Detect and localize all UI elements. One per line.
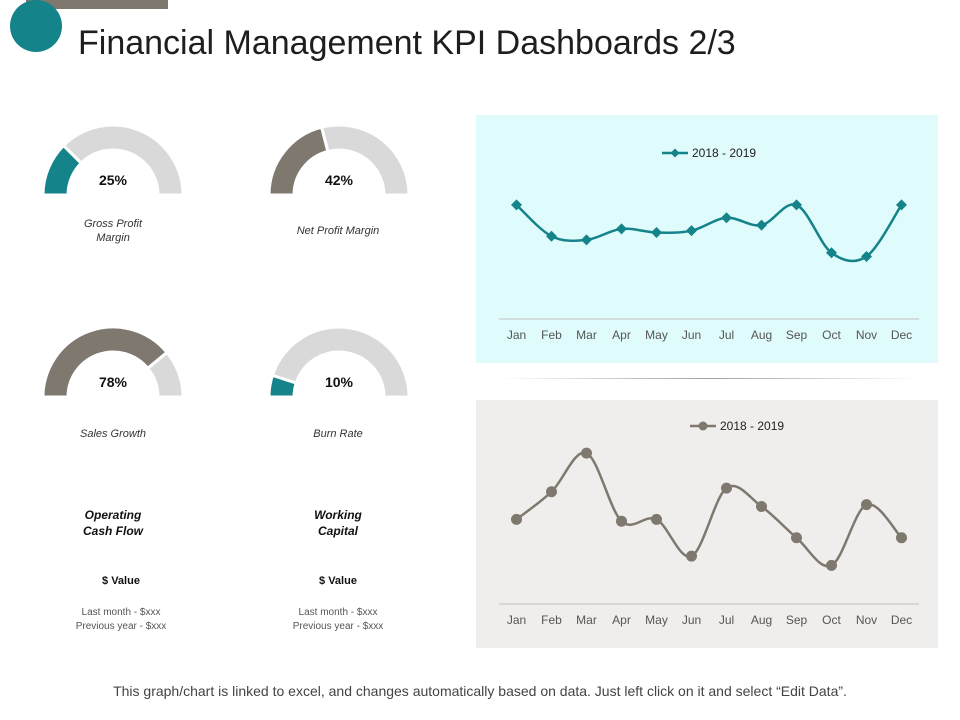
- legend-label: 2018 - 2019: [720, 419, 784, 433]
- x-tick-label-may: May: [645, 613, 668, 627]
- x-tick-label-may: May: [645, 328, 668, 342]
- kpi-value-working-capital: $ Value: [319, 575, 357, 587]
- kpi-title-working-capital: Working Capital: [314, 508, 362, 538]
- data-point-feb: [546, 230, 557, 242]
- page-title: Financial Management KPI Dashboards 2/3: [78, 24, 736, 62]
- line-chart-bottom[interactable]: Jan Feb Mar Apr May Jun Jul Aug Sep Oct Nov Dec 2018…: [476, 400, 938, 648]
- data-point-oct: [826, 559, 837, 571]
- gauge-value-gross-profit-margin: 25%: [99, 172, 128, 188]
- gauge-value-burn-rate: 10%: [325, 374, 354, 390]
- x-tick-label-jul: Jul: [719, 328, 734, 342]
- gauge-label-net-profit-margin: Net Profit Margin: [296, 225, 380, 237]
- data-point-aug: [756, 219, 767, 231]
- kpi-previous-year-working-capital: Previous year - $xxx: [292, 621, 384, 632]
- gauge-sales-growth[interactable]: 78%: [42, 322, 184, 402]
- x-tick-label-dec: Dec: [891, 613, 912, 627]
- chart-background: [476, 400, 938, 648]
- x-tick-label-nov: Nov: [856, 613, 877, 627]
- logo-circle: [10, 0, 62, 52]
- data-point-nov: [861, 499, 872, 511]
- gauge-label-burn-rate: Burn Rate: [313, 428, 363, 440]
- gauge-label-gross-profit-margin: Gross Profit Margin: [83, 218, 143, 244]
- data-point-nov: [861, 250, 872, 262]
- x-tick-label-jun: Jun: [682, 328, 701, 342]
- kpi-value-operating-cash-flow: $ Value: [102, 575, 140, 587]
- data-point-apr: [616, 223, 627, 235]
- data-point-oct: [826, 247, 837, 259]
- gauge-remainder-burn-rate: [270, 325, 410, 399]
- legend-marker: [670, 148, 680, 158]
- data-point-jun: [686, 550, 697, 562]
- x-tick-label-oct: Oct: [822, 328, 841, 342]
- x-tick-label-oct: Oct: [822, 613, 841, 627]
- data-point-dec: [896, 199, 907, 211]
- data-point-jan: [511, 513, 522, 525]
- divider: [500, 378, 920, 379]
- x-tick-label-jun: Jun: [682, 613, 701, 627]
- x-tick-label-apr: Apr: [612, 328, 631, 342]
- x-tick-label-feb: Feb: [541, 613, 562, 627]
- data-point-mar: [581, 447, 592, 459]
- data-point-apr: [616, 515, 627, 527]
- gauge-label-sales-growth: Sales Growth: [79, 428, 147, 440]
- x-tick-label-aug: Aug: [751, 613, 772, 627]
- x-tick-label-aug: Aug: [751, 328, 772, 342]
- x-tick-label-apr: Apr: [612, 613, 631, 627]
- data-point-may: [651, 227, 662, 239]
- data-point-mar: [581, 234, 592, 246]
- data-point-aug: [756, 500, 767, 512]
- gauge-fill-net-profit-margin: [268, 125, 330, 197]
- data-point-dec: [896, 532, 907, 544]
- data-point-jan: [511, 199, 522, 211]
- gauge-fill-sales-growth: [42, 325, 170, 399]
- x-tick-label-sep: Sep: [786, 613, 808, 627]
- data-point-jul: [721, 482, 732, 494]
- gauge-remainder-gross-profit-margin: [61, 123, 184, 197]
- x-tick-label-feb: Feb: [541, 328, 562, 342]
- gauge-gross-profit-margin[interactable]: 25%: [42, 120, 184, 200]
- legend-marker: [698, 421, 708, 431]
- footer-note: This graph/chart is linked to excel, and…: [113, 683, 847, 699]
- data-point-sep: [791, 532, 802, 544]
- gauge-net-profit-margin[interactable]: 42%: [268, 120, 410, 200]
- gauge-value-sales-growth: 78%: [99, 374, 128, 390]
- top-accent-bar: [26, 0, 168, 9]
- x-tick-label-nov: Nov: [856, 328, 877, 342]
- data-point-feb: [546, 486, 557, 498]
- x-tick-label-sep: Sep: [786, 328, 808, 342]
- gauge-burn-rate[interactable]: 10%: [268, 322, 410, 402]
- kpi-title-operating-cash-flow: Operating Cash Flow: [82, 508, 143, 538]
- gauge-fill-burn-rate: [268, 373, 299, 399]
- legend-label: 2018 - 2019: [692, 146, 756, 160]
- kpi-previous-year-operating-cash-flow: Previous year - $xxx: [75, 621, 167, 632]
- x-tick-label-jul: Jul: [719, 613, 734, 627]
- kpi-last-month-working-capital: Last month - $xxx: [298, 607, 378, 618]
- x-tick-label-dec: Dec: [891, 328, 912, 342]
- data-point-sep: [791, 199, 802, 211]
- gauge-fill-gross-profit-margin: [42, 143, 84, 197]
- line-chart-top[interactable]: Jan Feb Mar Apr May Jun Jul Aug Sep Oct Nov Dec 2018…: [476, 115, 938, 363]
- gauge-value-net-profit-margin: 42%: [325, 172, 354, 188]
- gauge-remainder-sales-growth: [145, 350, 184, 399]
- x-tick-label-mar: Mar: [576, 613, 597, 627]
- data-point-jun: [686, 225, 697, 237]
- data-point-may: [651, 513, 662, 525]
- x-tick-label-mar: Mar: [576, 328, 597, 342]
- data-point-jul: [721, 212, 732, 224]
- x-tick-label-jan: Jan: [507, 328, 526, 342]
- x-tick-label-jan: Jan: [507, 613, 526, 627]
- kpi-last-month-operating-cash-flow: Last month - $xxx: [81, 607, 161, 618]
- gauge-remainder-net-profit-margin: [319, 123, 410, 197]
